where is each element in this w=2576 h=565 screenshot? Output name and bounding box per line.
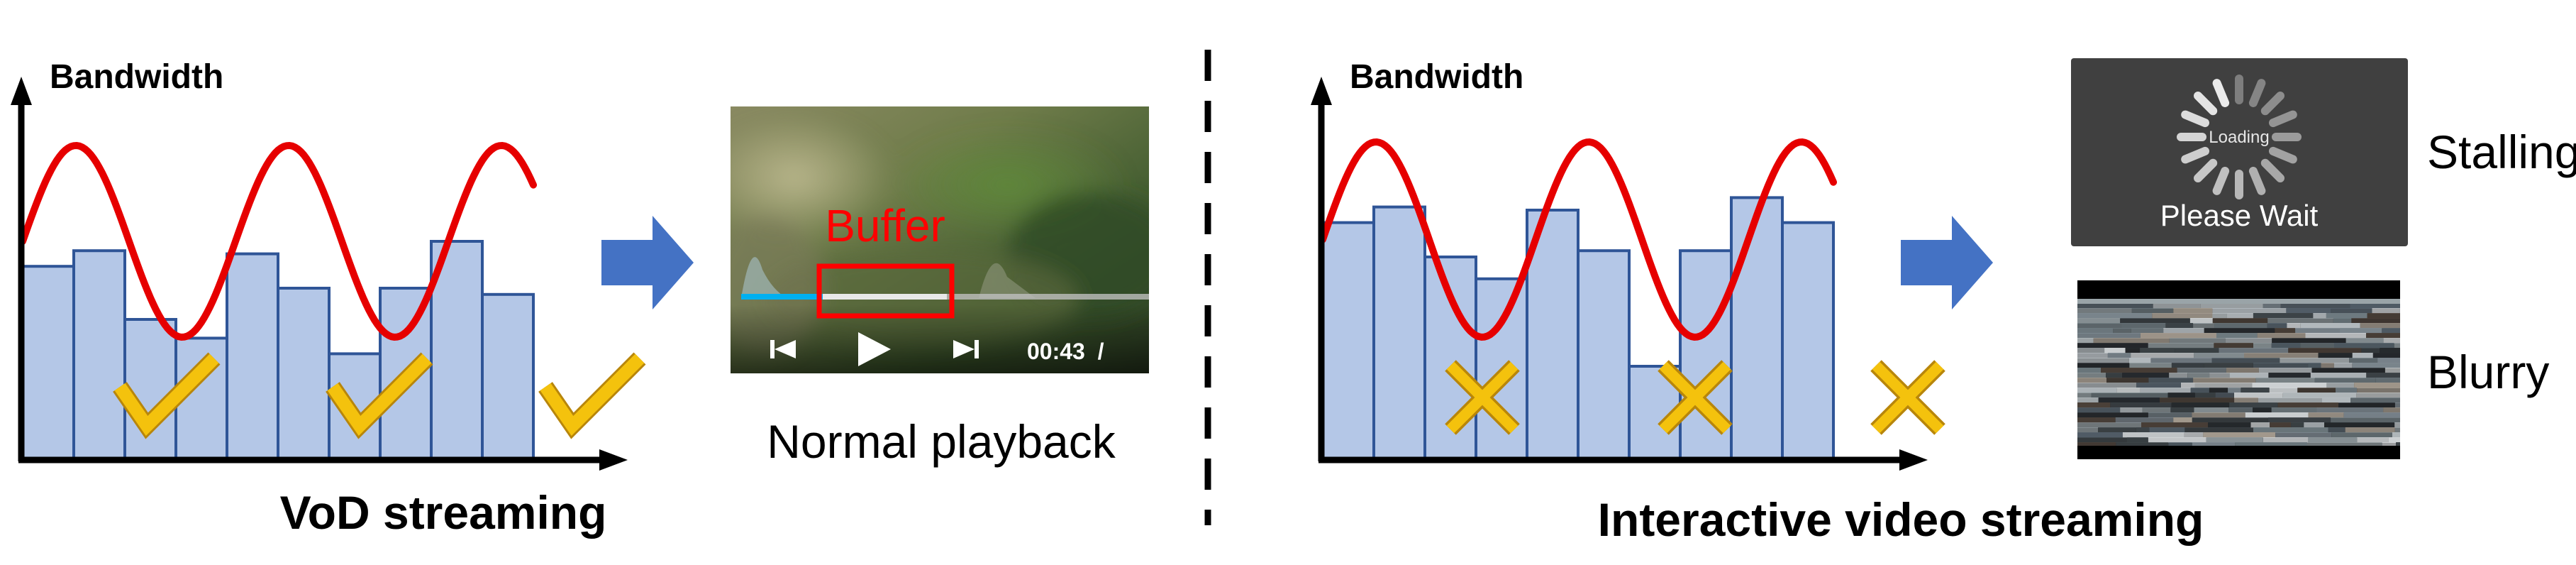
bandwidth-bar [21,265,75,461]
bandwidth-bar [72,249,126,461]
cross-icon [1658,360,1733,435]
x-axis-arrowhead [599,449,628,471]
buffer-label: Buffer [825,200,945,251]
bandwidth-bar [1526,209,1580,461]
normal-playback-caption: Normal playback [767,415,1116,468]
bandwidth-bars [1321,196,1835,461]
bandwidth-bar [1577,249,1631,461]
spinner-text: Loading [2209,128,2269,147]
video-player: 00:43 / Buffer [731,106,1149,373]
bandwidth-bar [1730,196,1784,461]
loading-spinner-icon [2177,75,2302,199]
bandwidth-curve [1319,138,1837,341]
right-arrow-icon [1901,216,1993,309]
bandwidth-bar [481,292,535,461]
bandwidth-bar [1372,205,1426,461]
blurry-label: Blurry [2427,346,2549,398]
playback-time: 00:43 / [1027,339,1104,364]
check-markers [113,352,646,439]
interactive-caption: Interactive video streaming [1598,493,2204,546]
bandwidth-curve [19,141,537,341]
skip-forward-icon[interactable] [953,340,979,358]
bandwidth-bar [1781,221,1835,461]
play-icon[interactable] [858,332,891,366]
vod-caption: VoD streaming [280,486,607,539]
bandwidth-bar [1321,221,1375,461]
buffer-highlight [816,263,955,319]
bandwidth-bar [1423,256,1477,461]
stalling-label: Stalling [2427,126,2576,178]
cross-markers [1445,360,1945,435]
x-axis-arrowhead [1899,449,1928,471]
checkmark-icon [540,353,645,436]
buffer-waveform [741,257,787,298]
stalling-screen: Loading Please Wait [2071,58,2408,246]
cross-icon [1445,360,1520,435]
cross-icon [1870,360,1945,435]
progress-played [741,294,823,300]
checkmark-icon [114,353,219,436]
bandwidth-bar [1475,277,1528,461]
interactive-chart: Bandwidth Interactive video streaming [1311,58,2204,546]
checkmark-icon [327,353,432,436]
vod-chart: Bandwidth VoD streaming [11,58,646,539]
y-axis-arrowhead [11,77,32,105]
progress-buffered [823,294,947,300]
blurry-video-frame [2077,280,2400,459]
bandwidth-bar [226,252,279,461]
bandwidth-bars [21,240,535,461]
bandwidth-bar [123,318,177,461]
bandwidth-bar [277,287,331,461]
y-axis-label: Bandwidth [1350,58,1523,96]
right-arrow-icon [601,216,694,309]
y-axis-arrowhead [1311,77,1332,105]
y-axis-label: Bandwidth [50,58,223,96]
skip-back-icon[interactable] [770,340,796,358]
chart-axes [1318,99,1901,463]
please-wait-text: Please Wait [2160,199,2319,232]
chart-axes [18,99,603,463]
